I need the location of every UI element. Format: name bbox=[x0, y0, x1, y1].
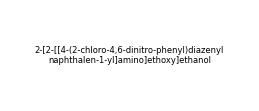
Text: 2-[2-[[4-(2-chloro-4,6-dinitro-phenyl)diazenyl
naphthalen-1-yl]amino]ethoxy]etha: 2-[2-[[4-(2-chloro-4,6-dinitro-phenyl)di… bbox=[35, 46, 224, 65]
